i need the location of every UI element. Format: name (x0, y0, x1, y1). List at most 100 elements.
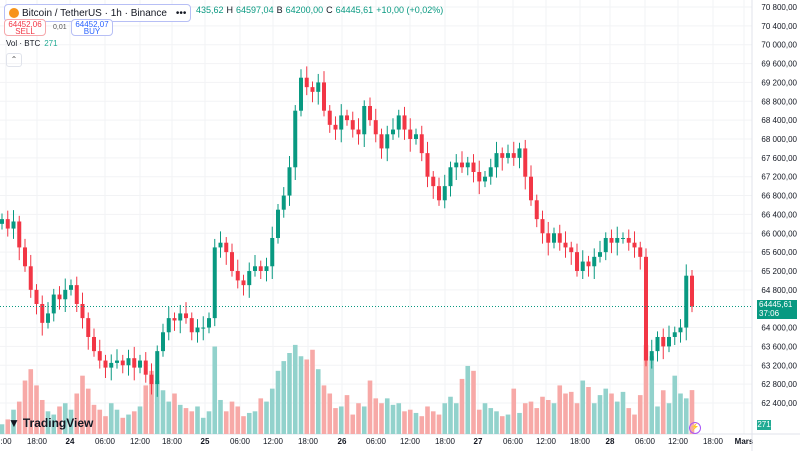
candle-body (638, 247, 643, 257)
volume-bar (660, 390, 666, 434)
volume-bar (275, 370, 281, 434)
y-tick-label: 65 600,00 (761, 248, 797, 257)
candle-body (569, 247, 574, 253)
collapse-chevron-icon[interactable]: ⌃ (6, 53, 22, 67)
candle-body (649, 351, 654, 361)
candle-body (603, 237, 608, 253)
volume-bar (488, 408, 494, 434)
x-tick-label: Mars (735, 437, 754, 446)
x-tick-label: 06:00 (635, 437, 656, 446)
x-tick-label: :00 (0, 437, 12, 446)
close-value: 64445,61 (335, 5, 374, 15)
candle-body (661, 336, 666, 347)
volume-bar (143, 385, 149, 434)
candle-body (189, 318, 194, 333)
y-tick-label: 66 400,00 (761, 210, 797, 219)
candle-body (454, 162, 459, 168)
candle-body (414, 134, 418, 139)
volume-bar (281, 361, 287, 434)
x-tick-label: 12:00 (536, 437, 557, 446)
candle-body (621, 237, 625, 239)
candle-body (235, 270, 240, 281)
candle-body (557, 233, 562, 243)
candle-body (368, 105, 372, 121)
candle-body (333, 124, 338, 130)
candle-body (580, 261, 585, 271)
candle-body (690, 275, 694, 307)
volume-bar (22, 380, 28, 434)
x-tick-label: 12:00 (130, 437, 151, 446)
candle-body (523, 148, 528, 177)
volume-bar (51, 414, 57, 434)
volume-bar (626, 408, 632, 434)
candle-body (276, 209, 280, 238)
y-tick-label: 68 400,00 (761, 116, 797, 125)
sell-button[interactable]: 64452,06 SELL (4, 19, 46, 36)
candle-body (396, 115, 401, 130)
candle-body (460, 162, 464, 168)
candle-body (494, 153, 499, 168)
sell-price: 64452,06 (8, 20, 42, 29)
volume-bar (632, 414, 637, 434)
candle-body (109, 362, 114, 368)
candle-body (207, 318, 211, 328)
volume-bar (551, 403, 557, 434)
volume-bar (333, 408, 338, 434)
candle-body (500, 153, 505, 158)
volume-bar (356, 403, 361, 434)
candle-body (166, 318, 171, 333)
candle-body (258, 266, 263, 271)
lightning-icon[interactable]: ⚡ (689, 422, 701, 434)
volume-bar (666, 403, 672, 434)
candle-body (672, 332, 677, 337)
candle-body (431, 176, 436, 187)
candle-body (506, 153, 510, 158)
candle-body (143, 360, 148, 375)
candle-body (212, 247, 217, 319)
volume-bar (34, 385, 39, 434)
tradingview-logo: ▼ TradingView (8, 416, 93, 430)
volume-bar (545, 399, 551, 434)
volume-bar (114, 409, 120, 434)
volume-bar (505, 414, 511, 434)
volume-bar (292, 344, 298, 434)
y-tick-label: 67 600,00 (761, 154, 797, 163)
candle-body (247, 270, 252, 286)
candle-body (195, 327, 200, 333)
volume-bar (568, 391, 574, 434)
volume-bar (304, 359, 310, 434)
volume-bar (689, 390, 695, 434)
x-tick-label: 12:00 (400, 437, 421, 446)
candle-body (132, 358, 137, 368)
candle-body (92, 336, 96, 352)
candle-body (592, 256, 597, 267)
candle-body (385, 134, 390, 149)
volume-bar (45, 411, 51, 434)
candle-body (350, 120, 355, 130)
volume-bar (74, 393, 80, 434)
candle-body (287, 167, 292, 196)
volume-bar (327, 393, 333, 434)
volume-bar (28, 369, 34, 434)
buy-label: BUY (83, 27, 101, 36)
volume-legend: Vol · BTC 271 (6, 39, 58, 49)
y-tick-label: 69 200,00 (761, 78, 797, 87)
y-tick-label: 70 400,00 (761, 22, 797, 31)
x-tick-label: 25 (201, 437, 210, 446)
candle-body (155, 351, 160, 385)
candle-body (598, 252, 602, 257)
symbol-header[interactable]: Bitcoin / TetherUS · 1h · Binance ••• (4, 4, 192, 22)
volume-bar (419, 416, 425, 434)
candle-body (345, 115, 349, 121)
volume-bar (103, 416, 108, 434)
candle-body (419, 134, 424, 154)
volume-bar (137, 406, 143, 434)
volume-bar (373, 398, 379, 434)
buy-price: 64452,07 (75, 20, 109, 29)
volume-bar (252, 411, 258, 434)
volume-bar (494, 411, 499, 434)
buy-button[interactable]: 64452,07 BUY (71, 19, 113, 36)
more-menu-icon[interactable]: ••• (175, 7, 187, 19)
volume-bar (430, 411, 436, 434)
